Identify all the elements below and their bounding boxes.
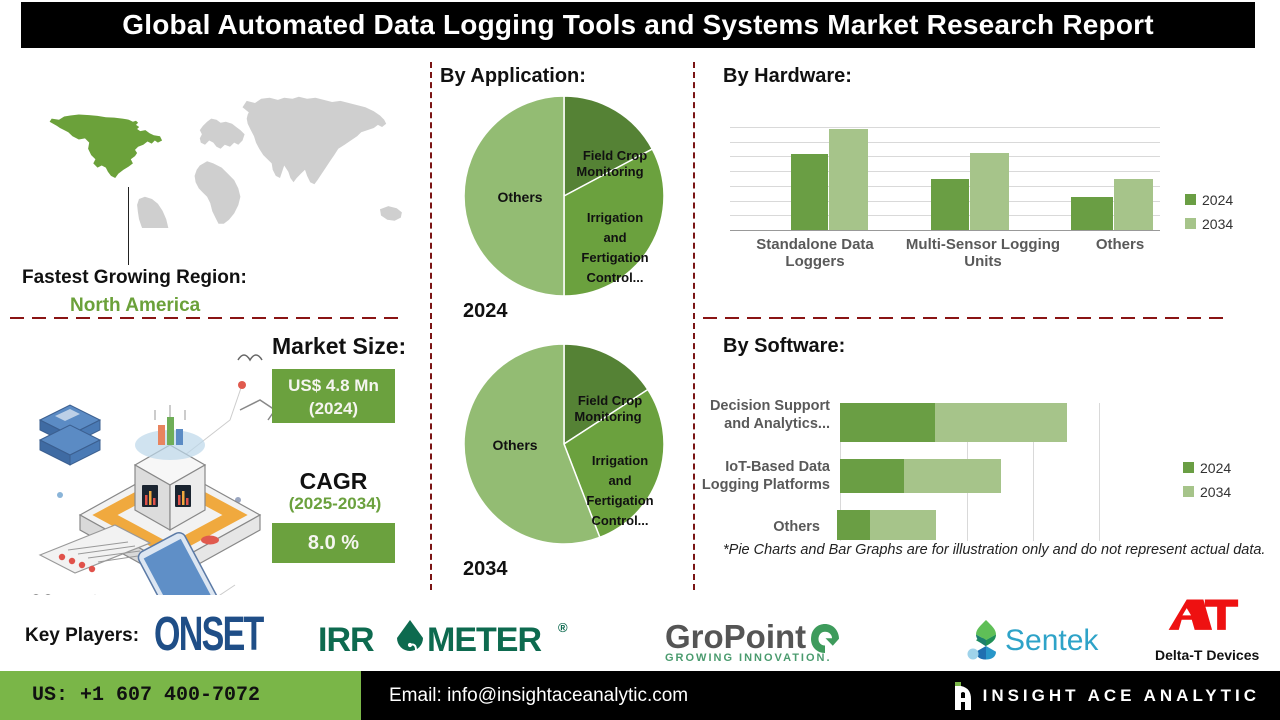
svg-text:Sentek: Sentek xyxy=(1005,624,1099,657)
svg-text:Others: Others xyxy=(497,189,542,205)
svg-text:IRR: IRR xyxy=(318,621,374,659)
svg-text:Fertigation: Fertigation xyxy=(581,250,648,265)
svg-text:Field Crop: Field Crop xyxy=(578,393,642,408)
svg-text:Irrigation: Irrigation xyxy=(587,210,643,225)
svg-text:Irrigation: Irrigation xyxy=(592,453,648,468)
svg-text:Fertigation: Fertigation xyxy=(586,493,653,508)
svg-text:Monitoring: Monitoring xyxy=(574,409,641,424)
svg-text:Field Crop: Field Crop xyxy=(583,148,647,163)
svg-text:®: ® xyxy=(558,620,568,635)
svg-text:METER: METER xyxy=(427,621,541,659)
svg-text:and: and xyxy=(603,230,626,245)
svg-text:Control...: Control... xyxy=(591,513,648,528)
svg-text:Monitoring: Monitoring xyxy=(576,164,643,179)
svg-text:Control...: Control... xyxy=(586,270,643,285)
svg-text:and: and xyxy=(608,473,631,488)
svg-text:Others: Others xyxy=(492,437,537,453)
